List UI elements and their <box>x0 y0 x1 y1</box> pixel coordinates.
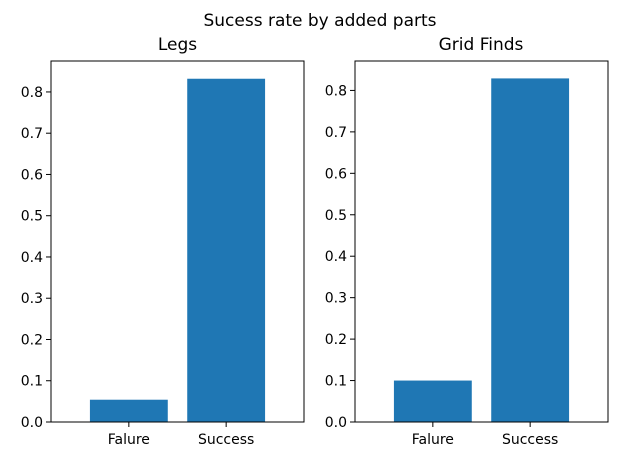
bar-success <box>187 78 266 422</box>
x-tick-label: Falure <box>108 432 150 448</box>
y-tick-label: 0.3 <box>21 291 43 307</box>
y-tick-label: 0.7 <box>325 125 347 141</box>
plot-frame <box>50 60 305 423</box>
chart-panel-grid-finds: Grid Finds 0.0 0.1 0.2 0.3 0.4 0.5 0.6 0.7 0.8 F… <box>325 35 609 448</box>
x-tick-label: Falure <box>412 432 454 448</box>
y-tick-label: 0.3 <box>325 291 347 307</box>
y-tick-label: 0.8 <box>21 85 43 101</box>
y-tick-label: 0.4 <box>21 250 43 266</box>
plot-frame <box>354 60 609 423</box>
y-tick-label: 0.0 <box>325 415 347 431</box>
figure-title: Sucess rate by added parts <box>203 11 436 31</box>
y-tick-label: 0.6 <box>21 167 43 183</box>
y-tick-label: 0.2 <box>325 332 347 348</box>
chart-panel-legs: Legs 0.0 0.1 0.2 0.3 0.4 0.5 0.6 0.7 0.8 Falure S… <box>21 35 305 448</box>
y-tick-label: 0.7 <box>21 126 43 142</box>
y-tick-label: 0.2 <box>21 332 43 348</box>
bar-falure <box>89 399 168 422</box>
y-tick-label: 0.5 <box>325 208 347 224</box>
bar-success <box>491 78 570 422</box>
x-tick-label: Success <box>198 432 254 448</box>
chart-title: Legs <box>158 35 197 55</box>
y-tick-label: 0.0 <box>21 415 43 431</box>
y-tick-label: 0.8 <box>325 83 347 99</box>
y-tick-label: 0.5 <box>21 209 43 225</box>
y-tick-label: 0.1 <box>325 374 347 390</box>
y-tick-label: 0.1 <box>21 374 43 390</box>
x-tick-label: Success <box>502 432 558 448</box>
y-tick-label: 0.6 <box>325 166 347 182</box>
bar-falure <box>393 380 472 422</box>
chart-title: Grid Finds <box>439 35 524 55</box>
y-tick-label: 0.4 <box>325 249 347 265</box>
